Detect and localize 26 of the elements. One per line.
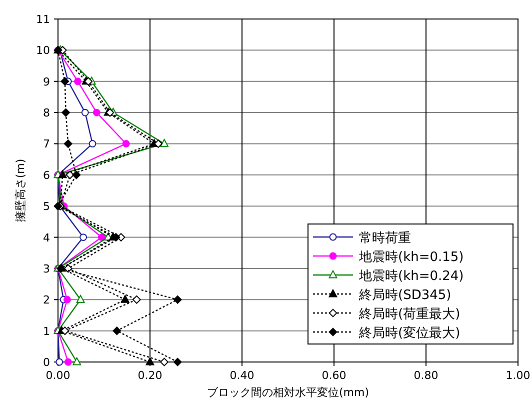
y-tick-label: 6 (43, 168, 50, 182)
legend-label: 終局時(SD345) (358, 288, 452, 303)
y-tick-label: 10 (36, 44, 50, 58)
y-tick-label: 4 (43, 231, 50, 244)
y-axis-title: 擁壁高さ(m) (14, 158, 27, 222)
legend-label: 常時荷重 (359, 231, 411, 246)
legend-label: 終局時(変位最大) (358, 325, 460, 341)
legend-label: 地震時(kh=0.15) (358, 250, 464, 265)
y-tick-label: 8 (43, 106, 50, 120)
legend-label: 地震時(kh=0.24) (358, 269, 464, 284)
x-tick-label: 0.80 (414, 369, 438, 382)
y-tick-label: 0 (43, 356, 50, 369)
x-tick-label: 0.20 (138, 369, 162, 382)
x-axis-title: ブロック間の相対水平変位(mm) (206, 386, 370, 399)
x-tick-label: 0.00 (46, 369, 70, 382)
legend-label: 終局時(荷重最大) (358, 307, 460, 322)
y-tick-label: 1 (43, 324, 50, 338)
x-tick-label: 1.00 (506, 369, 530, 382)
x-tick-label: 0.60 (322, 369, 346, 382)
y-tick-label: 3 (43, 262, 50, 276)
x-tick-label: 0.40 (230, 369, 254, 382)
y-tick-label: 7 (43, 138, 50, 151)
y-tick-label: 9 (43, 75, 50, 88)
y-tick-label: 5 (43, 200, 50, 214)
y-tick-label: 2 (43, 294, 50, 307)
y-tick-label: 11 (36, 13, 50, 26)
